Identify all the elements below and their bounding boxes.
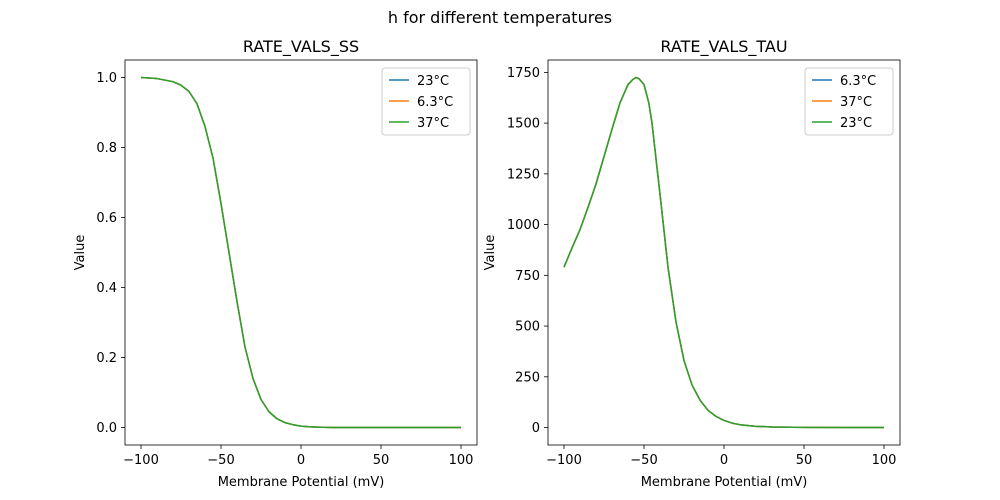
tau-legend-box [804,67,894,136]
ss-y-tick-label: 0.6 [96,211,117,226]
ss-x-axis-label: Membrane Potential (mV) [218,475,385,490]
tau-x-tick-label: −50 [630,453,657,468]
ss-x-tick-label: 100 [449,453,474,468]
figure-suptitle: h for different temperatures [388,8,612,27]
tau-x-tick-label: −100 [546,453,582,468]
tau-x-tick-label: 0 [720,453,728,468]
tau-y-tick-label: 500 [515,320,540,335]
ss-x-tick-label: −100 [123,453,159,468]
tau-y-tick-label: 1000 [507,218,540,233]
ss-y-tick-label: 0.4 [96,281,117,296]
ss-y-tick-label: 0.8 [96,141,117,156]
ss-legend: 23°C 6.3°C 37°C [381,67,471,136]
ss-legend-label-2: 37°C [417,116,449,131]
tau-series-line-2 [563,76,884,429]
ss-legend-label-0: 23°C [417,74,449,89]
ss-series-line-2 [140,76,461,429]
ss-legend-label-1: 6.3°C [417,95,453,110]
tau-subplot: −100 −50 0 50 10002505007501000125015001750R… [483,37,901,490]
tau-legend-label-2: 23°C [840,116,872,131]
tau-x-tick-label: 100 [872,453,897,468]
ss-subplot-title: RATE_VALS_SS [243,37,359,57]
tau-y-tick-label: 1250 [507,167,540,182]
tau-y-axis-label: Value [483,235,498,271]
tau-y-tick-label: 1750 [507,66,540,81]
ss-x-tick-label: 0 [297,453,305,468]
tau-y-tick-label: 750 [515,269,540,284]
tau-series-group [563,76,884,429]
tau-legend-label-0: 6.3°C [840,74,876,89]
tau-x-tick-label: 50 [796,453,813,468]
tau-subplot-title: RATE_VALS_TAU [660,37,787,57]
tau-legend: 6.3°C 37°C 23°C [804,67,894,136]
ss-legend-box [381,67,471,136]
ss-y-tick-label: 0.0 [96,421,117,436]
ss-series-group [140,76,461,429]
tau-y-tick-label: 250 [515,370,540,385]
ss-subplot: −100 −50 0 50 100 0.0 0.2 0.4 0.6 0.8 1.0 RATE_VALS… [73,37,478,490]
tau-x-axis-label: Membrane Potential (mV) [641,475,808,490]
ss-x-tick-label: −50 [207,453,234,468]
ss-y-tick-label: 1.0 [96,71,117,86]
ss-y-tick-label: 0.2 [96,351,117,366]
tau-y-tick-label: 1500 [507,117,540,132]
tau-legend-label-1: 37°C [840,95,872,110]
ss-x-tick-label: 50 [373,453,390,468]
tau-y-tick-label: 0 [532,421,540,436]
ss-y-axis-label: Value [73,235,88,271]
